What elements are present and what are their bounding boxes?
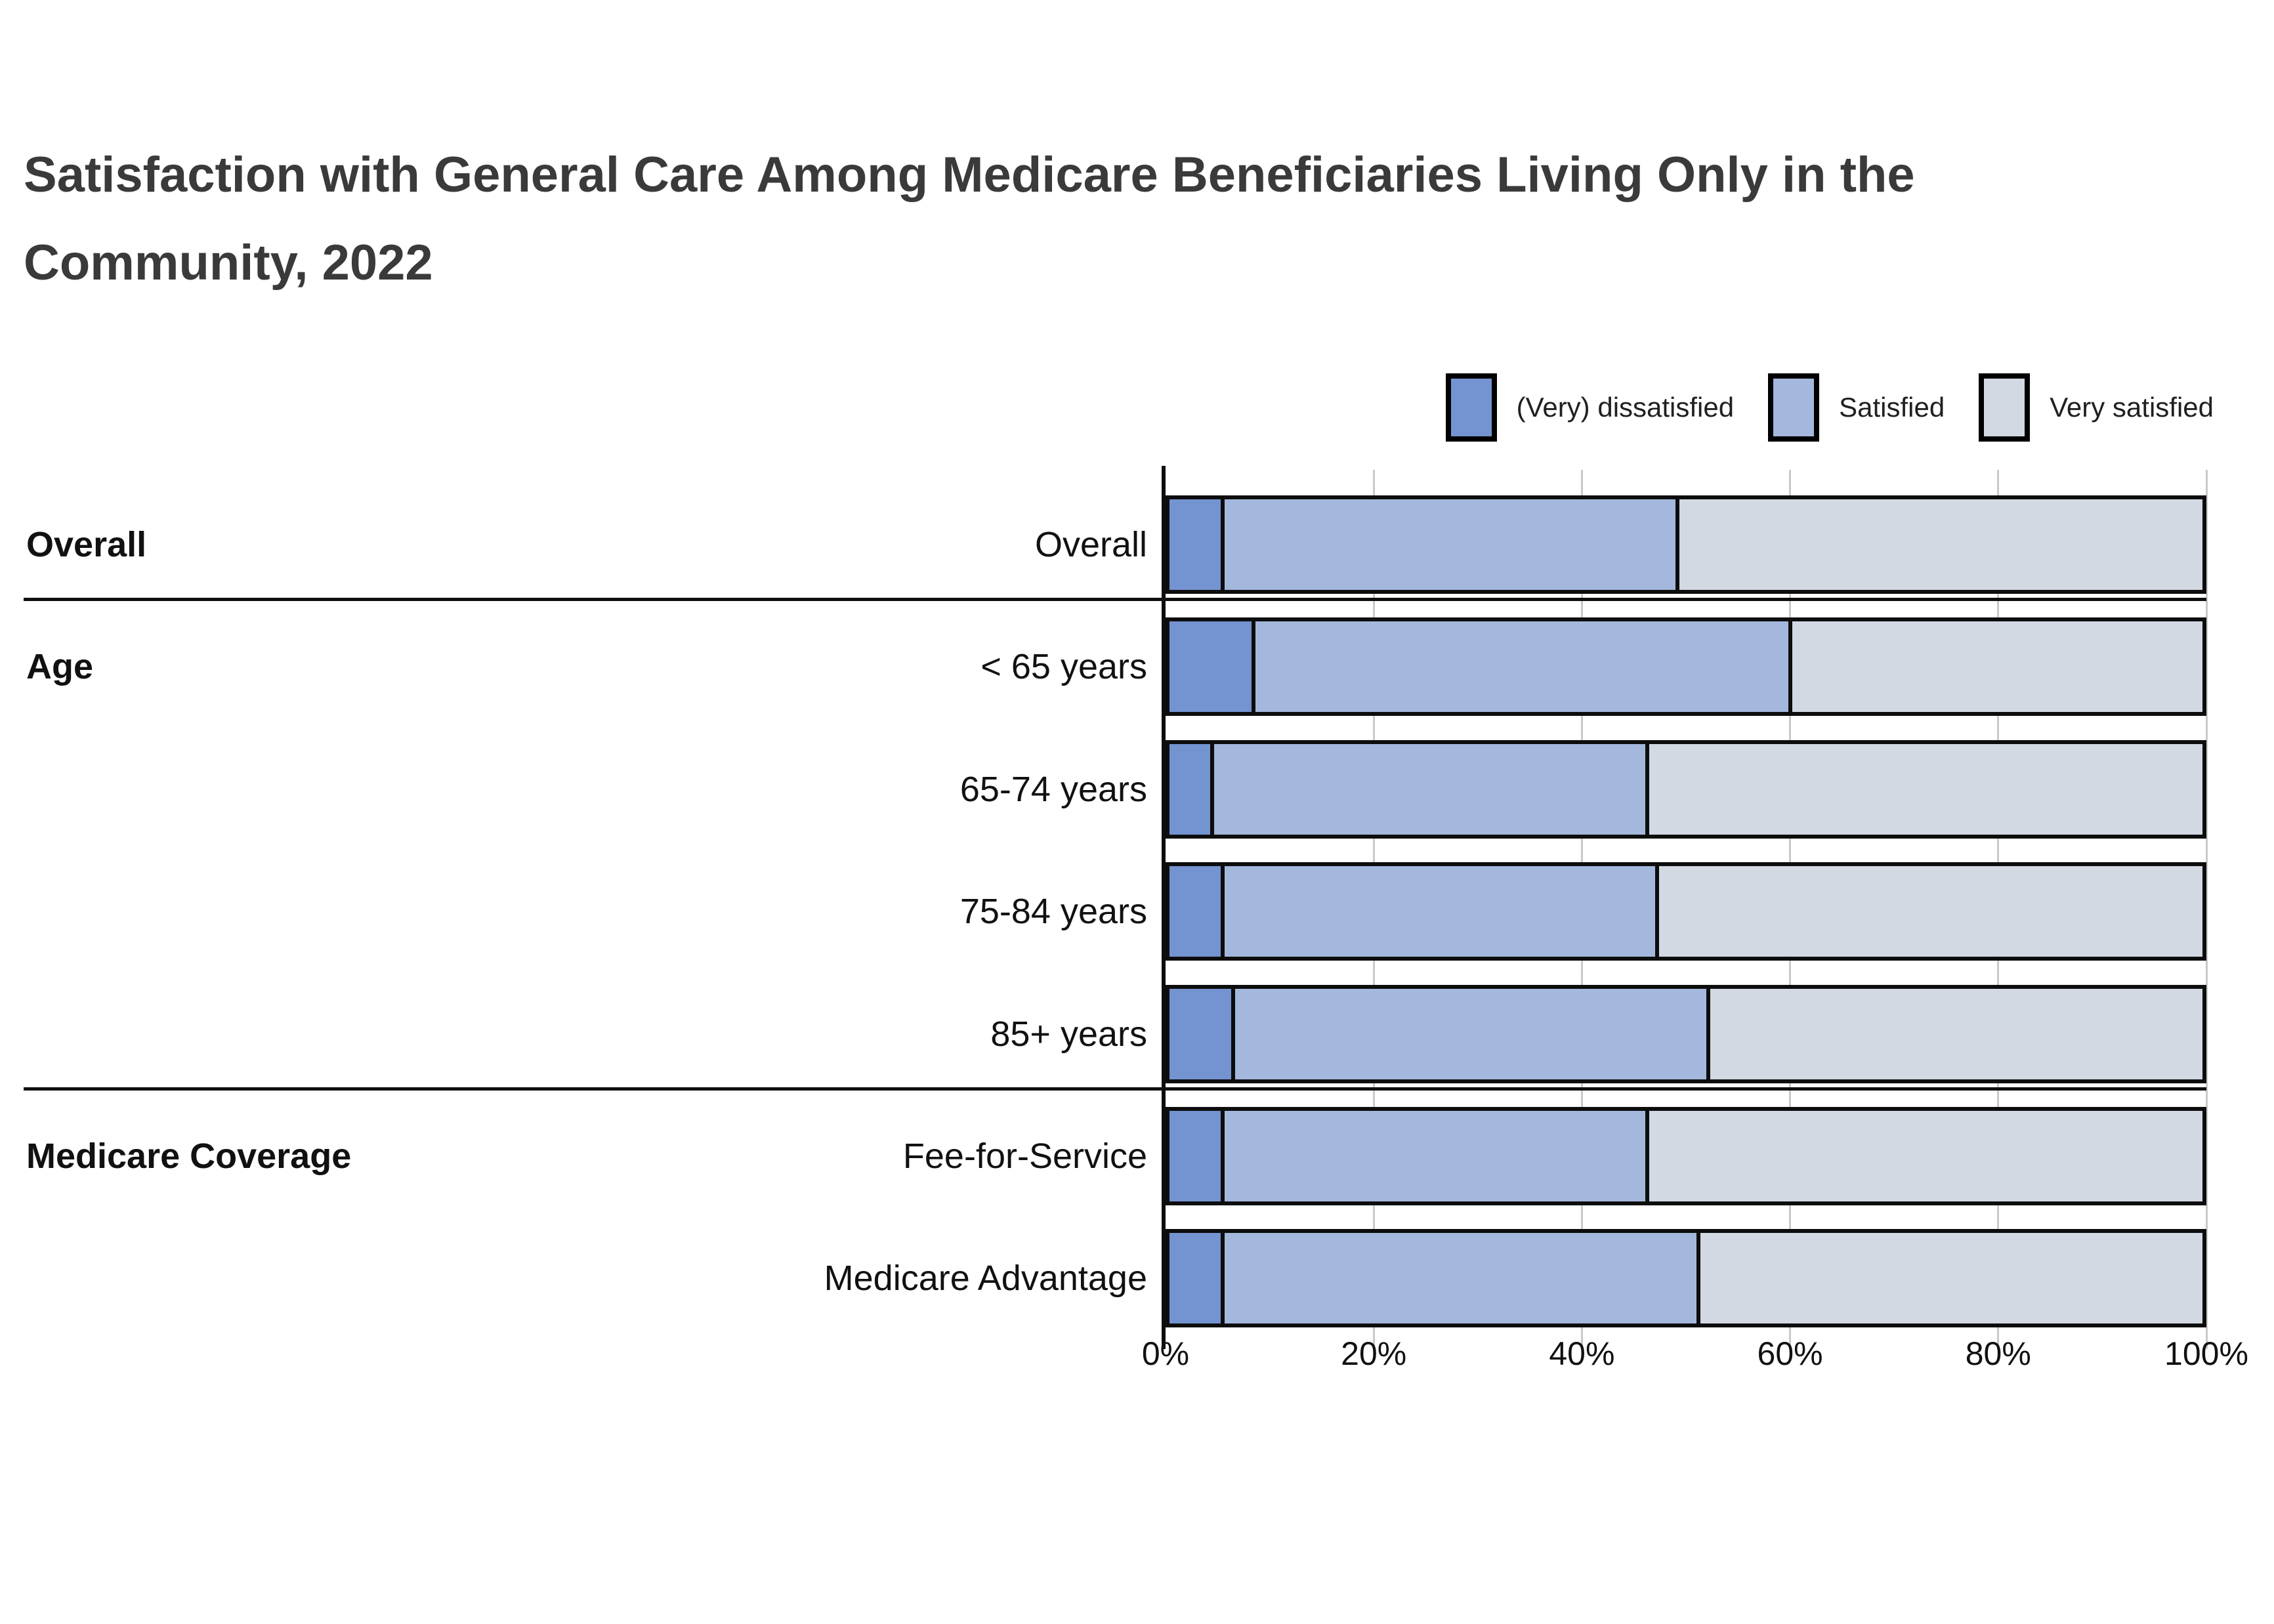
- segment--very-dissatisfied: [1169, 499, 1221, 590]
- segment-satisfied: [1221, 1233, 1696, 1323]
- group-divider: [24, 1087, 2206, 1091]
- group-label: Overall: [26, 525, 147, 564]
- bar-65-74-years: [1166, 740, 2206, 839]
- segment--very-dissatisfied: [1169, 744, 1211, 835]
- legend-label-dissatisfied: (Very) dissatisfied: [1516, 392, 1735, 423]
- segment-very-satisfied: [1645, 744, 2203, 835]
- segment--very-dissatisfied: [1169, 1111, 1221, 1201]
- segment-very-satisfied: [1788, 621, 2202, 712]
- x-axis-tick-label: 20%: [1341, 1335, 1407, 1372]
- row-label: 65-74 years: [959, 770, 1147, 809]
- segment-satisfied: [1221, 866, 1656, 957]
- legend-swatch-very-satisfied-icon: [1979, 373, 2031, 442]
- row-label: 75-84 years: [959, 892, 1147, 931]
- group-divider: [24, 598, 2206, 601]
- legend-swatch-dissatisfied-icon: [1445, 373, 1497, 442]
- segment-satisfied: [1210, 744, 1645, 835]
- segment-satisfied: [1251, 621, 1789, 712]
- bar-85-years: [1166, 985, 2206, 1083]
- legend-item-very-satisfied: Very satisfied: [1979, 373, 2214, 442]
- chart-title-line-2: Community, 2022: [24, 235, 433, 291]
- x-axis-tick-label: 80%: [1965, 1335, 2031, 1372]
- x-axis-tick-label: 100%: [2164, 1335, 2248, 1372]
- y-axis-line: [1162, 466, 1166, 1349]
- chart-title-line-1: Satisfaction with General Care Among Med…: [24, 147, 1915, 203]
- segment--very-dissatisfied: [1169, 989, 1231, 1079]
- x-axis-tick-label: 0%: [1141, 1335, 1190, 1372]
- row-label: Overall: [1034, 525, 1147, 564]
- row-label: Medicare Advantage: [824, 1259, 1147, 1298]
- legend-label-satisfied: Satisfied: [1839, 392, 1945, 423]
- x-axis-tick-label: 40%: [1549, 1335, 1615, 1372]
- legend-label-very-satisfied: Very satisfied: [2050, 392, 2214, 423]
- legend-swatch-satisfied-icon: [1768, 373, 1820, 442]
- row-label: 85+ years: [990, 1014, 1147, 1054]
- segment--very-dissatisfied: [1169, 866, 1221, 957]
- bar-medicare-advantage: [1166, 1229, 2206, 1327]
- segment--very-dissatisfied: [1169, 1233, 1221, 1323]
- legend: (Very) dissatisfied Satisfied Very satis…: [1445, 371, 2214, 444]
- segment-very-satisfied: [1696, 1233, 2202, 1323]
- group-label: Age: [26, 647, 94, 686]
- bar-overall: [1166, 495, 2206, 594]
- segment--very-dissatisfied: [1169, 621, 1252, 712]
- legend-item-satisfied: Satisfied: [1768, 373, 1945, 442]
- chart-title: Satisfaction with General Care Among Med…: [24, 131, 2255, 307]
- segment-very-satisfied: [1655, 866, 2202, 957]
- group-label: Medicare Coverage: [26, 1136, 352, 1176]
- segment-very-satisfied: [1706, 989, 2202, 1079]
- row-label: Fee-for-Service: [902, 1136, 1147, 1176]
- segment-satisfied: [1221, 499, 1676, 590]
- bar-fee-for-service: [1166, 1107, 2206, 1205]
- gridline-100: [2205, 470, 2208, 1349]
- segment-very-satisfied: [1675, 499, 2202, 590]
- bar--65-years: [1166, 617, 2206, 716]
- row-label: < 65 years: [980, 647, 1147, 686]
- bar-75-84-years: [1166, 862, 2206, 961]
- segment-satisfied: [1231, 989, 1707, 1079]
- segment-very-satisfied: [1645, 1111, 2202, 1201]
- x-axis-tick-label: 60%: [1757, 1335, 1823, 1372]
- legend-item-dissatisfied: (Very) dissatisfied: [1445, 373, 1735, 442]
- segment-satisfied: [1221, 1111, 1645, 1201]
